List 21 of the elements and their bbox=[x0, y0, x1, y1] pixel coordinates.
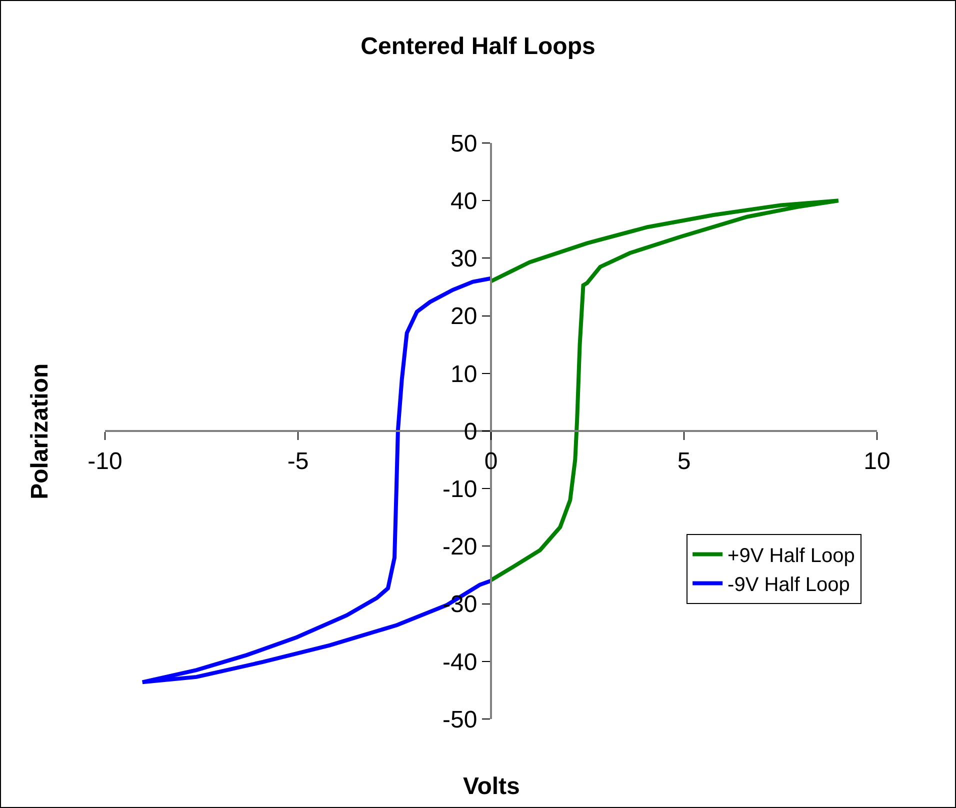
y-tick-label: -30 bbox=[442, 591, 478, 618]
legend-label: +9V Half Loop bbox=[728, 545, 855, 568]
y-tick-label: 10 bbox=[450, 360, 478, 388]
y-tick-label: -50 bbox=[442, 706, 478, 734]
x-tick-label: 5 bbox=[677, 448, 691, 475]
x-axis-title: Volts bbox=[463, 773, 520, 800]
y-axis-title: Polarization bbox=[26, 363, 54, 500]
y-tick-label: 0 bbox=[464, 418, 478, 446]
y-tick-label: -40 bbox=[442, 648, 478, 676]
y-tick-label: 30 bbox=[450, 246, 478, 273]
y-tick-label: 40 bbox=[450, 188, 478, 215]
x-tick-label: 0 bbox=[484, 448, 498, 475]
x-tick-label: -5 bbox=[287, 448, 309, 475]
y-tick-label: -10 bbox=[442, 476, 478, 503]
x-tick-label: -10 bbox=[88, 448, 122, 475]
y-tick-label: -20 bbox=[442, 534, 478, 561]
y-tick-label: 50 bbox=[450, 130, 478, 158]
x-tick-label: 10 bbox=[864, 448, 890, 475]
y-tick-label: 20 bbox=[450, 303, 478, 330]
chart-title: Centered Half Loops bbox=[360, 33, 596, 60]
legend-label: -9V Half Loop bbox=[728, 574, 850, 596]
